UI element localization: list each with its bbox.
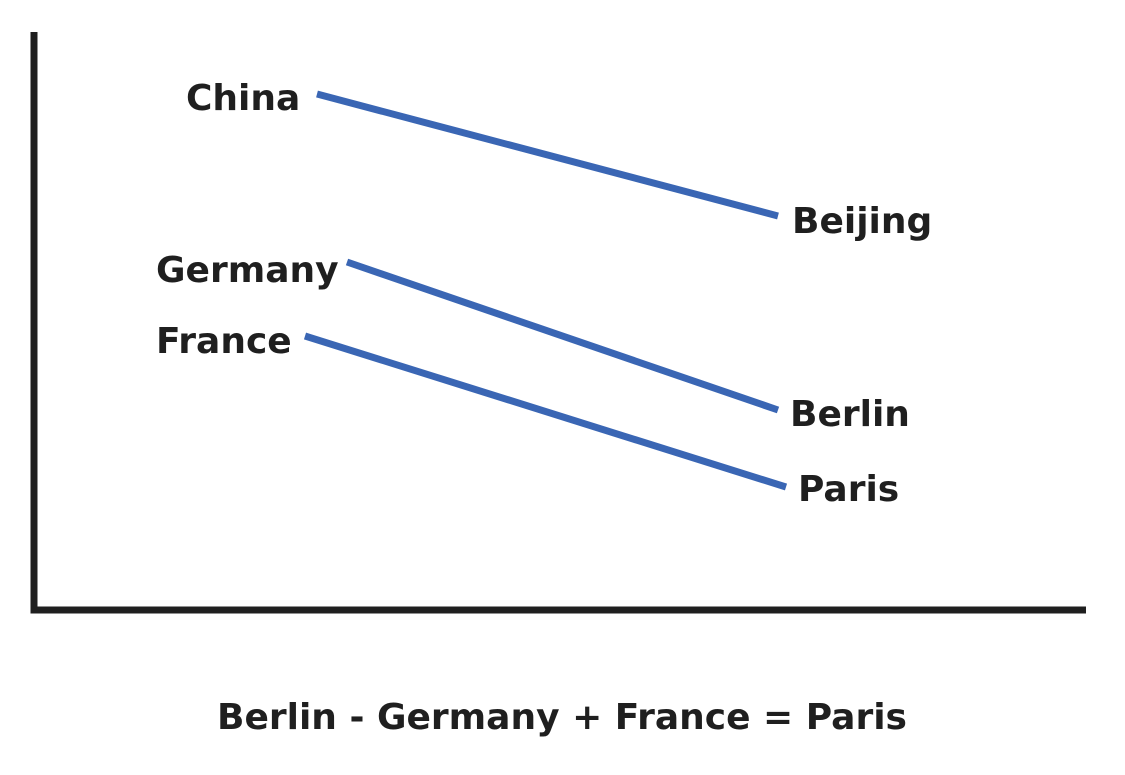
pair-france-paris: France Paris [156, 321, 899, 510]
label-china: China [186, 78, 300, 119]
label-germany: Germany [156, 250, 339, 291]
pair-china-beijing: China Beijing [186, 78, 932, 242]
vector-line-china-beijing [316, 90, 779, 220]
pair-germany-berlin: Germany Berlin [156, 250, 910, 435]
label-berlin: Berlin [790, 394, 910, 435]
label-paris: Paris [798, 469, 899, 510]
label-beijing: Beijing [792, 201, 932, 242]
axes [30, 32, 1086, 614]
label-france: France [156, 321, 292, 362]
vector-line-germany-berlin [345, 258, 780, 414]
equation-caption: Berlin - Germany + France = Paris [217, 697, 907, 738]
vector-line-france-paris [303, 332, 788, 491]
